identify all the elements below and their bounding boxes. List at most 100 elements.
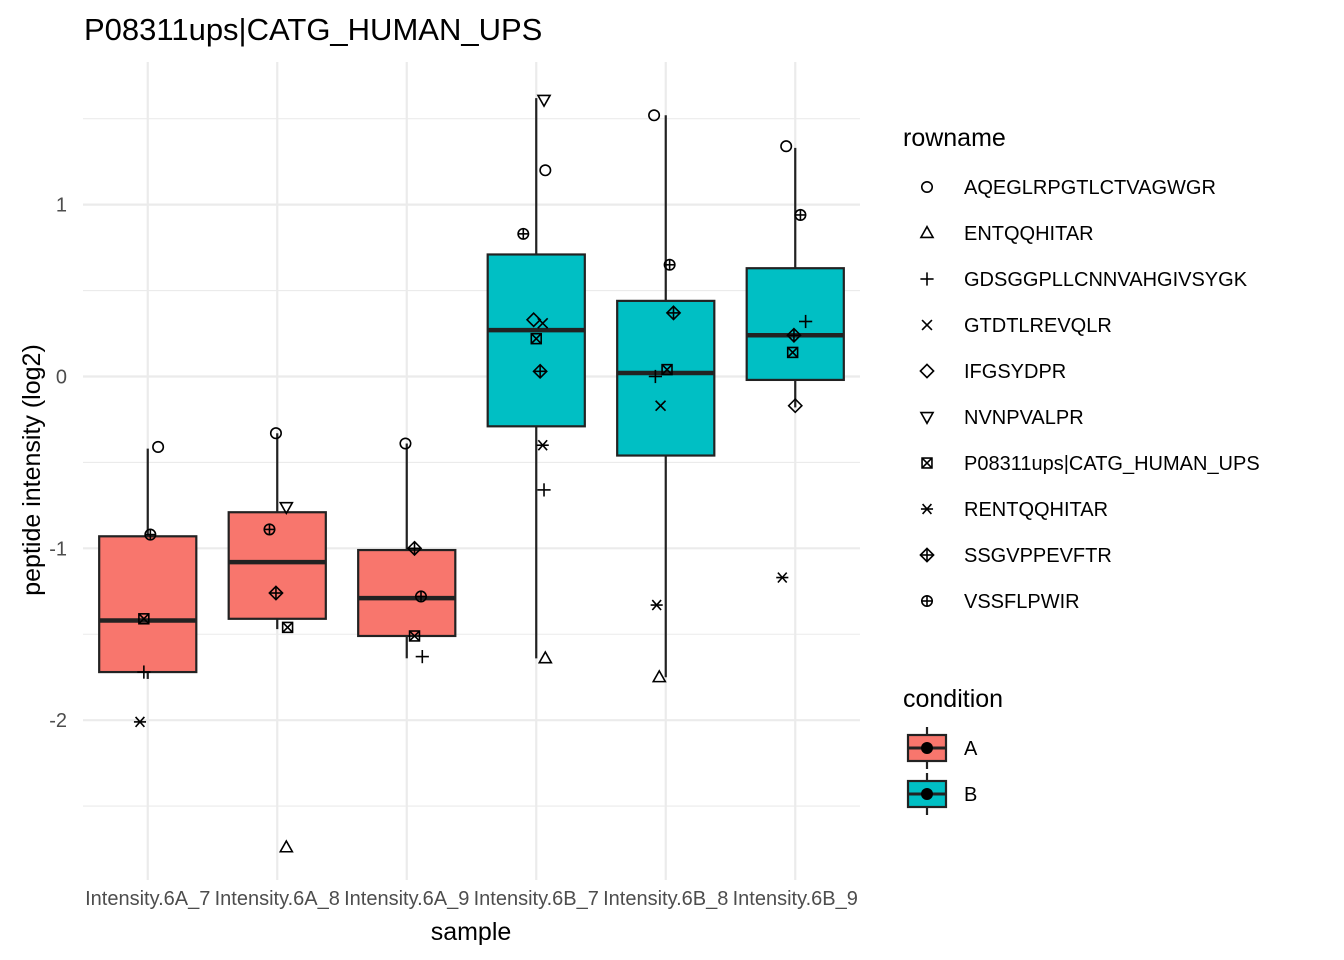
data-point [263, 523, 276, 536]
x-tick-label: Intensity.6B_9 [733, 888, 858, 910]
data-point [794, 208, 807, 221]
data-point [648, 109, 661, 122]
box-Intensity.6A_9 [357, 443, 457, 659]
chart-title: P08311ups|CATG_HUMAN_UPS [84, 12, 542, 47]
data-point [536, 94, 552, 108]
x-tick-label: Intensity.6A_9 [344, 888, 469, 910]
legend-rowname-title: rowname [903, 124, 1006, 152]
y-tick-label: 0 [56, 366, 67, 388]
legend-rowname-key [920, 594, 934, 608]
legend-rowname-key [919, 225, 935, 239]
legend-rowname-label: IFGSYDPR [964, 361, 1066, 383]
legend-rowname-key [920, 180, 934, 194]
data-point [278, 501, 294, 516]
legend-rowname-label: GDSGGPLLCNNVAHGIVSYGK [964, 269, 1248, 291]
data-point [525, 312, 542, 328]
data-point [799, 314, 813, 329]
data-point [648, 369, 662, 384]
legend-rowname-label: SSGVPPEVFTR [964, 545, 1112, 567]
box-Intensity.6B_8 [616, 115, 716, 678]
box-iqr [616, 299, 716, 457]
box-Intensity.6B_7 [486, 98, 586, 659]
data-point [655, 400, 667, 412]
legend-rowname-key [920, 503, 934, 515]
box-Intensity.6A_8 [227, 433, 327, 630]
data-point [650, 599, 663, 611]
y-tick-label: -1 [49, 538, 67, 560]
legend-rowname-label: NVNPVALPR [964, 407, 1084, 429]
legend-rowname-label: RENTQQHITAR [964, 499, 1108, 521]
legend-condition-dot [921, 742, 933, 754]
data-point [399, 437, 412, 450]
x-axis-ticks: Intensity.6A_7 Intensity.6A_8 Intensity.6A… [85, 888, 858, 910]
y-tick-label: 1 [56, 195, 67, 217]
legend-condition-dot [921, 788, 933, 800]
data-point [144, 528, 157, 541]
box-Intensity.6A_7 [98, 448, 198, 679]
box-iqr [357, 548, 457, 638]
x-tick-label: Intensity.6B_8 [603, 888, 728, 910]
data-point [278, 839, 294, 853]
data-point [663, 258, 676, 271]
x-tick-label: Intensity.6A_8 [215, 888, 340, 910]
data-point [537, 650, 553, 664]
data-point [787, 397, 803, 414]
legend-rowname-label: ENTQQHITAR [964, 223, 1094, 245]
legend-rowname-key [919, 411, 935, 425]
legend-rowname-item: SSGVPPEVFTR [919, 545, 1112, 567]
data-point [517, 227, 530, 240]
legend-rowname-key [921, 319, 933, 331]
legend-rowname-item: NVNPVALPR [919, 407, 1084, 429]
data-point [537, 483, 551, 497]
data-point [138, 613, 150, 625]
data-point [661, 363, 673, 376]
legend-rowname: rowname AQEGLRPGTLCTVAGWGR ENTQQHITAR GDSG… [903, 124, 1260, 613]
grid-lines [83, 62, 860, 880]
legend-rowname-key [921, 457, 933, 469]
legend-rowname-key [919, 547, 935, 563]
x-tick-label: Intensity.6B_7 [474, 888, 599, 910]
data-point [776, 572, 789, 584]
data-point [408, 630, 421, 642]
data-point [786, 327, 802, 343]
x-tick-label: Intensity.6A_7 [85, 888, 210, 910]
data-point [530, 332, 542, 345]
data-point [281, 621, 294, 634]
boxes [98, 98, 845, 679]
data-point [532, 363, 548, 380]
legend-rowname-item: GTDTLREVQLR [921, 315, 1112, 337]
legend-rowname-label: GTDTLREVQLR [964, 315, 1112, 337]
data-point [152, 440, 165, 453]
legend-rowname-key [920, 272, 934, 286]
x-axis-title: sample [431, 918, 512, 946]
legend-rowname-item: GDSGGPLLCNNVAHGIVSYGK [920, 269, 1248, 291]
data-points [133, 94, 813, 853]
legend-rowname-item: ENTQQHITAR [919, 223, 1094, 245]
data-point [269, 427, 282, 440]
legend-rowname-item: P08311ups|CATG_HUMAN_UPS [921, 453, 1260, 475]
legend-condition-item: B [906, 773, 977, 815]
legend-condition-label: B [964, 784, 977, 806]
data-point [137, 665, 151, 679]
data-point [786, 346, 799, 359]
legend-rowname-item: AQEGLRPGTLCTVAGWGR [920, 177, 1216, 199]
legend-condition-item: A [906, 727, 978, 769]
y-axis-title: peptide intensity (log2) [18, 344, 46, 596]
data-point [414, 590, 428, 603]
data-point [406, 540, 423, 557]
data-point [665, 305, 682, 321]
data-point [539, 164, 552, 177]
legend-condition-label: A [964, 738, 978, 760]
data-point [268, 585, 284, 601]
y-tick-label: -2 [49, 710, 67, 732]
data-point [537, 317, 549, 329]
legend-rowname-item: VSSFLPWIR [920, 591, 1080, 613]
legend-rowname-item: IFGSYDPR [919, 361, 1066, 383]
data-point [536, 439, 549, 451]
legend-rowname-label: AQEGLRPGTLCTVAGWGR [964, 177, 1216, 199]
legend-rowname-label: P08311ups|CATG_HUMAN_UPS [964, 453, 1260, 475]
box-iqr [745, 267, 845, 382]
y-axis-ticks: -2 -1 0 1 [49, 195, 67, 733]
legend-rowname-label: VSSFLPWIR [964, 591, 1080, 613]
